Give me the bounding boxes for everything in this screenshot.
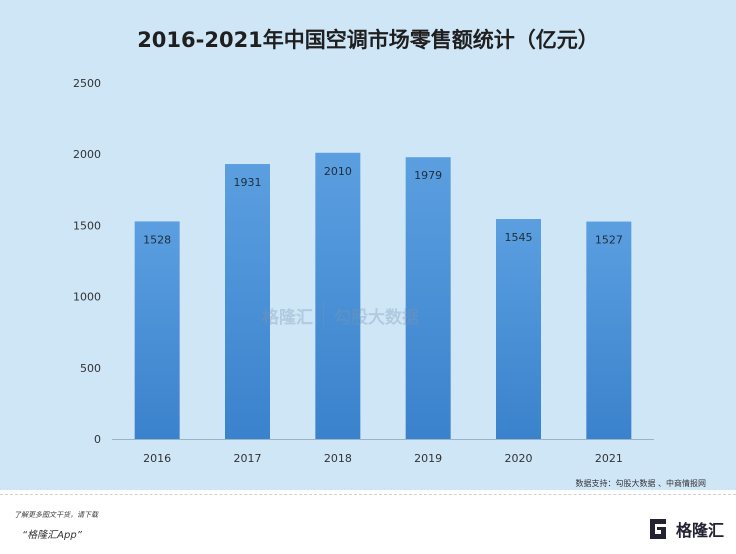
y-tick-label: 500 <box>80 362 101 375</box>
bar-value-label: 1545 <box>505 231 533 244</box>
bar-value-label: 1528 <box>143 233 171 246</box>
y-tick-label: 2000 <box>73 148 101 161</box>
bar-value-label: 1931 <box>234 176 262 189</box>
footer-app-name: “格隆汇App” <box>22 530 82 541</box>
logo-text: 格隆汇 <box>675 521 724 540</box>
footer-logo[interactable]: 格隆汇 <box>646 512 724 546</box>
y-tick-label: 2500 <box>73 77 101 90</box>
x-tick-label: 2017 <box>234 452 262 465</box>
y-tick-label: 1500 <box>73 219 101 232</box>
bar <box>134 221 180 439</box>
watermark-partner: 勾股大数据 <box>334 307 419 328</box>
x-tick-label: 2018 <box>324 452 352 465</box>
x-tick-label: 2019 <box>414 452 442 465</box>
bar <box>586 221 632 439</box>
x-tick-label: 2021 <box>595 452 623 465</box>
bar-value-label: 2010 <box>324 165 352 178</box>
bar-value-label: 1979 <box>414 169 442 182</box>
logo-icon <box>649 519 666 539</box>
watermark-separator <box>323 302 324 328</box>
watermark: 格隆汇 勾股大数据 <box>262 302 419 328</box>
source-note: 数据支持：勾股大数据 、中商情报网 <box>575 479 706 488</box>
bar <box>225 164 270 439</box>
bar <box>405 157 451 439</box>
y-tick-label: 1000 <box>73 291 101 304</box>
footer-divider <box>0 494 736 496</box>
x-tick-label: 2016 <box>143 452 171 465</box>
footer-download-hint: 了解更多图文干货，请下载 <box>14 511 98 519</box>
y-tick-label: 0 <box>94 433 101 446</box>
chart-title: 2016-2021年中国空调市场零售额统计（亿元） <box>137 28 599 52</box>
watermark-brand: 格隆汇 <box>262 307 313 328</box>
bar-value-label: 1527 <box>595 234 623 247</box>
bar <box>315 152 361 439</box>
x-tick-label: 2020 <box>505 452 533 465</box>
bar <box>496 218 541 439</box>
chart-panel: 2016-2021年中国空调市场零售额统计（亿元） 0 500 1000 1500 20… <box>0 0 736 490</box>
bar-chart: 0 500 1000 1500 2000 2500 1528 1931 2010 1979 154… <box>73 77 654 465</box>
